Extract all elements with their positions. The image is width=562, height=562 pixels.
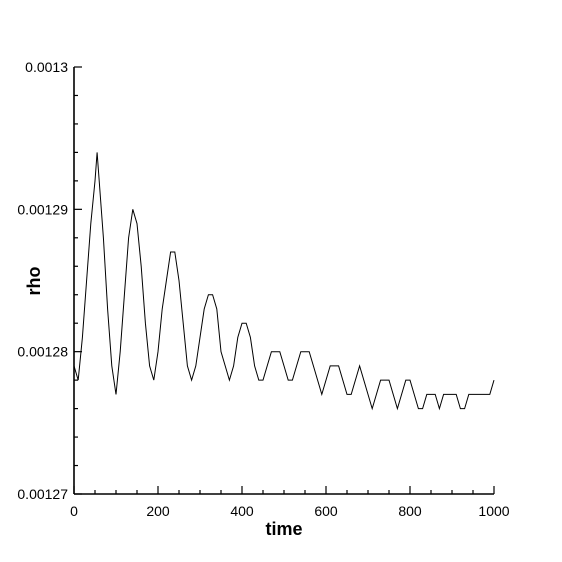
x-tick-label: 200 — [146, 503, 170, 519]
x-tick-label: 800 — [398, 503, 422, 519]
x-tick-label: 400 — [230, 503, 254, 519]
x-tick-label: 1000 — [478, 503, 509, 519]
y-axis-title: rho — [24, 267, 44, 296]
y-tick-label: 0.00128 — [17, 344, 68, 360]
y-tick-label: 0.00127 — [17, 486, 68, 502]
x-tick-label: 600 — [314, 503, 338, 519]
x-tick-label: 0 — [70, 503, 78, 519]
plot-area — [73, 152, 495, 411]
x-axis-title: time — [265, 519, 302, 539]
y-tick-label: 0.00129 — [17, 201, 68, 217]
y-tick-label: 0.0013 — [25, 59, 68, 75]
x-ticks: 0 200 400 600 800 1000 — [70, 486, 510, 519]
series-line-0 — [73, 152, 495, 411]
y-ticks: 0.00127 0.00128 0.00129 0.0013 — [17, 59, 82, 502]
